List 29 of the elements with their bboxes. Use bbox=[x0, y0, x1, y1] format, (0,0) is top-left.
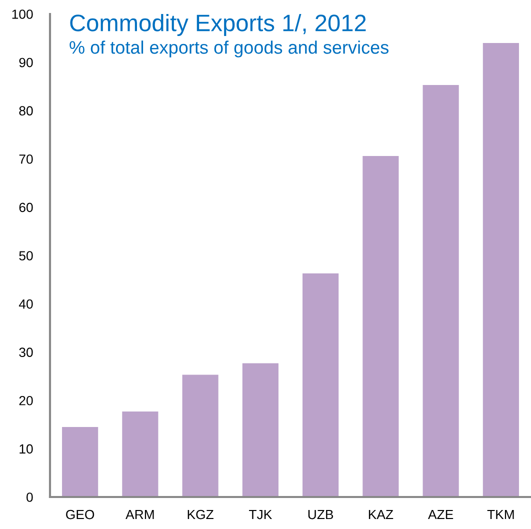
chart-title: Commodity Exports 1/, 2012 bbox=[70, 14, 366, 36]
bar bbox=[482, 42, 519, 497]
bar bbox=[242, 363, 278, 497]
bar bbox=[62, 426, 98, 497]
y-tick-label: 50 bbox=[19, 251, 33, 260]
x-tick-label: KAZ bbox=[368, 510, 394, 520]
x-tick-label: UZB bbox=[308, 510, 334, 520]
x-tick-label: GEO bbox=[66, 510, 94, 520]
x-tick-label: KGZ bbox=[188, 510, 214, 520]
y-tick-label: 10 bbox=[20, 444, 33, 454]
y-tick-label: 70 bbox=[19, 154, 33, 164]
x-tick-label: AZE bbox=[428, 510, 454, 520]
x-tick-label: TKM bbox=[487, 510, 514, 520]
y-tick-label: 90 bbox=[19, 58, 33, 68]
x-tick-label: TJK bbox=[249, 510, 272, 520]
y-tick-label: 0 bbox=[26, 492, 33, 502]
y-tick-label: 100 bbox=[12, 10, 33, 19]
bar bbox=[422, 85, 459, 497]
y-tick-label: 80 bbox=[19, 106, 33, 116]
bar bbox=[182, 374, 218, 497]
x-tick-label: ARM bbox=[126, 510, 154, 520]
bar bbox=[362, 156, 399, 497]
y-tick-label: 40 bbox=[18, 299, 33, 309]
y-tick-label: 20 bbox=[19, 396, 33, 406]
text: % of total exports of goods and services bbox=[70, 40, 389, 58]
y-tick-label: 60 bbox=[19, 202, 33, 212]
bar bbox=[122, 412, 158, 497]
y-tick-label: 30 bbox=[19, 348, 33, 358]
bar bbox=[302, 273, 339, 497]
